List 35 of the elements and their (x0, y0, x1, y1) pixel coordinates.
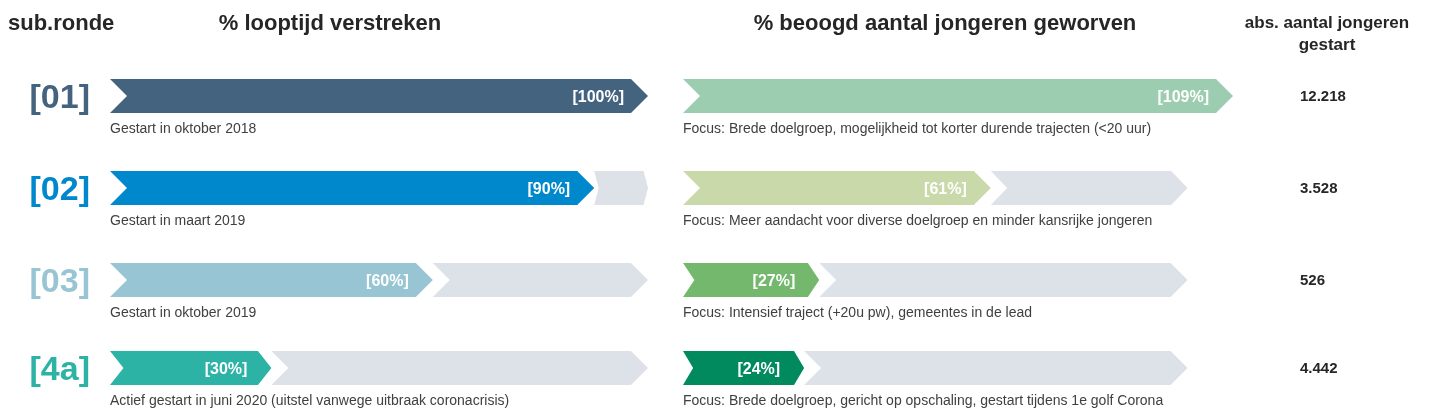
bar (110, 79, 648, 113)
y-tick-label: [02] (29, 169, 90, 207)
data-label: [90%] (527, 180, 571, 197)
text: 526 (1300, 271, 1326, 288)
annotation: Focus: Brede doelgroep, gericht op opschaling, gestart tijdens 1e golf Corona (683, 392, 1164, 408)
data-label: [100%] (572, 88, 624, 105)
annotation: Gestart in maart 2019 (110, 212, 246, 228)
data-label: [109%] (1157, 88, 1209, 105)
bar (819, 263, 1188, 297)
annotation: Focus: Brede doelgroep, mogelijkheid tot korter durende trajecten (<20 uur) (683, 120, 1152, 136)
annotation: Gestart in oktober 2019 (110, 304, 257, 320)
bar (683, 79, 1233, 113)
y-axis-title: sub.ronde (8, 10, 115, 35)
bar (804, 351, 1188, 385)
text: 4.442 (1300, 359, 1338, 376)
text: 3.528 (1300, 179, 1338, 196)
annotation: Focus: Intensief traject (+20u pw), gemeentes in de lead (683, 304, 1033, 320)
chart-title: % beoogd aantal jongeren geworven (753, 10, 1137, 35)
data-label: [27%] (752, 272, 796, 289)
text: 12.218 (1300, 87, 1346, 104)
annotation: Focus: Meer aandacht voor diverse doelgroep en minder kansrijke jongeren (683, 212, 1153, 228)
annotation: Gestart in oktober 2018 (110, 120, 257, 136)
chart-title: % looptijd verstreken (218, 10, 442, 35)
bar (271, 351, 648, 385)
bar (110, 171, 595, 205)
bar (683, 171, 991, 205)
data-label: [60%] (366, 272, 409, 289)
y-tick-label: [03] (29, 261, 90, 299)
data-label: [24%] (737, 360, 781, 377)
annotation: Actief gestart in juni 2020 (uitstel vanwege uitbraak coronacrisis) (110, 392, 510, 408)
y-tick-label: [4a] (29, 349, 90, 387)
text: abs. aantal jongeren gestart (1244, 13, 1410, 54)
y-tick-label: [01] (29, 77, 90, 115)
data-label: [30%] (204, 360, 248, 377)
data-label: [61%] (924, 180, 967, 197)
